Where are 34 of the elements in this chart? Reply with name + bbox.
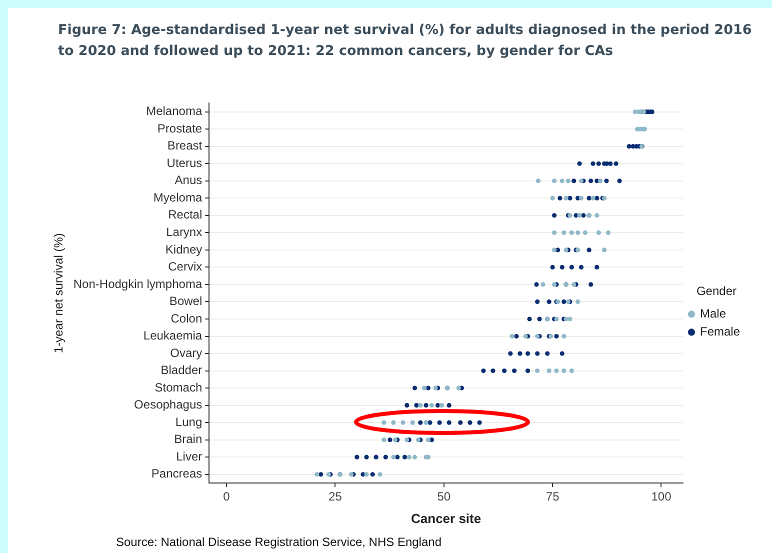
- y-tick-label: Brain: [174, 432, 202, 446]
- chart-title: Figure 7: Age-standardised 1-year net survival (%) for adults diagnosed in the period 2016 to 2020 and followed up to 2021: 22 common cancers, by gender for CAs: [58, 21, 753, 61]
- legend-label: Male: [700, 306, 726, 321]
- y-tick-label: Bowel: [169, 294, 202, 308]
- y-tick-label: Rectal: [168, 208, 202, 222]
- legend-title: Gender: [696, 284, 737, 298]
- x-axis-title: Cancer site: [411, 510, 482, 526]
- y-tick-label: Stomach: [154, 380, 202, 394]
- y-tick-label: Uterus: [166, 156, 202, 170]
- y-axis-title: 1-year net survival (%): [52, 233, 66, 354]
- y-tick-label: Larynx: [166, 224, 202, 239]
- x-tick-label: 0: [223, 490, 230, 504]
- x-tick-label: 25: [328, 490, 342, 504]
- y-tick-label: Oesophagus: [134, 398, 202, 412]
- y-tick-label: Prostate: [157, 121, 202, 136]
- y-tick-label: Colon: [170, 311, 202, 326]
- y-tick-label: Kidney: [165, 242, 202, 256]
- y-tick-label: Bladder: [160, 363, 202, 378]
- x-tick-label: 100: [651, 490, 672, 504]
- legend-label: Female: [700, 324, 740, 339]
- y-tick-label: Leukaemia: [143, 328, 202, 343]
- y-tick-label: Pancreas: [151, 466, 202, 481]
- y-tick-label: Liver: [176, 449, 202, 464]
- y-tick-label: Cervix: [168, 260, 202, 274]
- source-note: Source: National Disease Registration Service, NHS England: [116, 535, 442, 549]
- y-tick-label: Anus: [174, 173, 202, 188]
- y-tick-label: Non-Hodgkin lymphoma: [73, 276, 202, 291]
- y-tick-label: Breast: [167, 138, 203, 153]
- x-tick-label: 75: [546, 490, 560, 504]
- y-tick-label: Ovary: [170, 346, 202, 360]
- x-tick-label: 50: [437, 490, 451, 504]
- y-tick-label: Melanoma: [146, 104, 202, 118]
- y-tick-label: Myeloma: [153, 190, 202, 204]
- y-tick-label: Lung: [175, 414, 202, 429]
